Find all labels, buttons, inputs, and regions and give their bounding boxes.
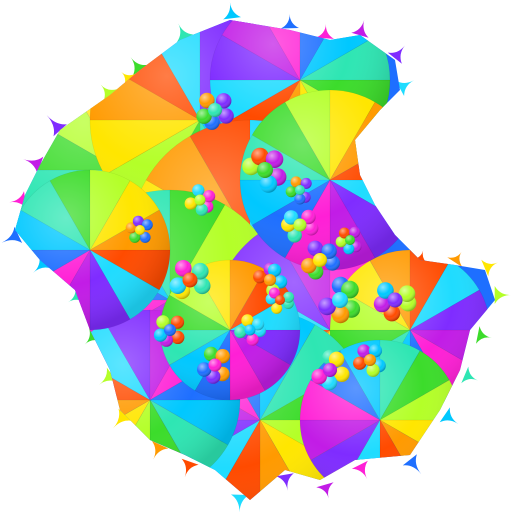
floral-buds — [125, 92, 417, 391]
